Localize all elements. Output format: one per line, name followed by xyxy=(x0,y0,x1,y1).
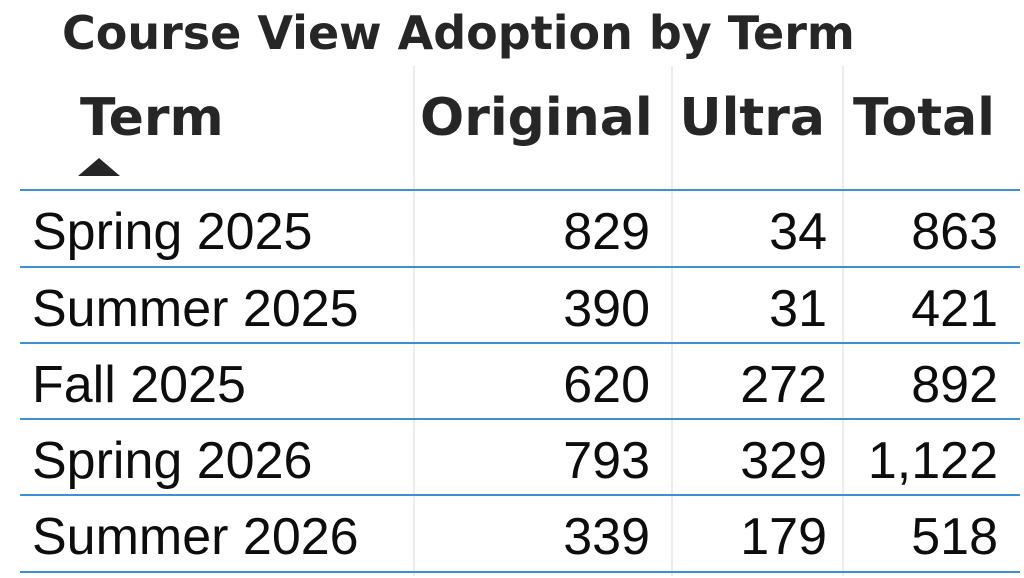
cell-ultra: 34 xyxy=(769,203,827,261)
cell-original: 390 xyxy=(563,280,650,338)
row-separator xyxy=(20,266,1020,268)
cell-total: 421 xyxy=(911,280,998,338)
column-divider xyxy=(671,66,673,576)
table-title: Course View Adoption by Term xyxy=(62,6,855,60)
cell-ultra: 31 xyxy=(769,280,827,338)
header-total[interactable]: Total xyxy=(852,88,995,148)
table-row[interactable]: Summer 2026 339 179 518 xyxy=(0,496,1024,572)
cell-total: 1,122 xyxy=(867,432,998,490)
cell-term: Spring 2025 xyxy=(32,203,313,261)
sort-ascending-icon[interactable] xyxy=(78,158,120,176)
table-row[interactable]: Summer 2025 390 31 421 xyxy=(0,268,1024,344)
cell-original: 339 xyxy=(563,508,650,566)
row-separator xyxy=(20,189,1020,191)
cell-ultra: 179 xyxy=(740,508,827,566)
header-term[interactable]: Term xyxy=(80,88,224,148)
table-row[interactable]: Spring 2025 829 34 863 xyxy=(0,191,1024,267)
row-separator xyxy=(20,494,1020,496)
cell-total: 892 xyxy=(911,356,998,414)
cell-original: 829 xyxy=(563,203,650,261)
cell-term: Summer 2025 xyxy=(32,280,359,338)
column-divider xyxy=(413,66,415,576)
row-separator xyxy=(20,571,1020,573)
table-row[interactable]: Fall 2025 620 272 892 xyxy=(0,344,1024,420)
header-original[interactable]: Original xyxy=(420,88,653,148)
cell-original: 793 xyxy=(563,432,650,490)
cell-term: Spring 2026 xyxy=(32,432,313,490)
column-divider xyxy=(842,66,844,576)
cell-term: Fall 2025 xyxy=(32,356,246,414)
row-separator xyxy=(20,418,1020,420)
cell-total: 518 xyxy=(911,508,998,566)
cell-total: 863 xyxy=(911,203,998,261)
row-separator xyxy=(20,342,1020,344)
header-ultra[interactable]: Ultra xyxy=(679,88,825,148)
cell-original: 620 xyxy=(563,356,650,414)
cell-ultra: 272 xyxy=(740,356,827,414)
cell-term: Summer 2026 xyxy=(32,508,359,566)
cell-ultra: 329 xyxy=(740,432,827,490)
table-row[interactable]: Spring 2026 793 329 1,122 xyxy=(0,420,1024,496)
